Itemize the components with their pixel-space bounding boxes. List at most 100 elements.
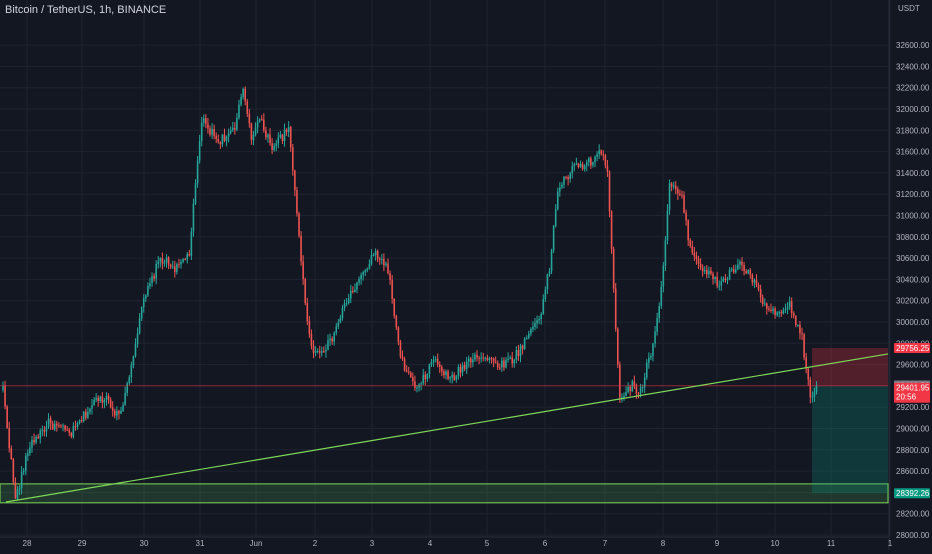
time-tick-label: Jun [250, 539, 263, 548]
candle-body [569, 173, 571, 180]
candle-body [213, 128, 215, 137]
candle-body [24, 455, 27, 471]
candle-body [64, 425, 66, 430]
time-tick-label: 3 [370, 539, 375, 548]
candle-body [505, 359, 507, 368]
candle-body [689, 240, 692, 247]
candle-body [472, 359, 474, 363]
candle-body [364, 270, 367, 273]
candle-body [252, 135, 255, 140]
candle-body [352, 290, 354, 292]
time-tick-label: 6 [543, 539, 548, 548]
candle-body [619, 364, 621, 398]
candle-body [4, 385, 6, 407]
candle-body [815, 385, 818, 393]
candle-body [53, 423, 56, 430]
candle-body [254, 127, 257, 136]
candle-body [666, 210, 669, 241]
candle-body [325, 349, 327, 352]
candle-body [62, 425, 64, 427]
candle-body [527, 333, 530, 338]
symbol-title[interactable]: Bitcoin / TetherUS, 1h, BINANCE [5, 4, 167, 16]
candle-body [296, 190, 298, 214]
candle-body [703, 269, 706, 272]
candle-body [383, 258, 385, 266]
candle-body [695, 256, 698, 260]
candle-body [128, 377, 131, 384]
candle-body [198, 141, 201, 161]
candle-body [608, 171, 611, 212]
price-axis[interactable]: 32600.00 32400.00 32200.00 32000.00 31800.00… [888, 0, 930, 550]
support-zone[interactable] [0, 483, 889, 504]
candle-body [747, 270, 749, 274]
candle-body [499, 367, 501, 369]
candle-body [790, 301, 793, 314]
candle-body [215, 136, 218, 139]
candle-body [577, 163, 580, 167]
candle-body [438, 364, 441, 368]
candle-body [588, 158, 590, 163]
trendline-layer[interactable] [0, 353, 889, 503]
take-profit-zone[interactable] [812, 385, 888, 494]
candle-body [563, 176, 565, 185]
candle-body [559, 187, 561, 192]
candle-body [165, 257, 168, 263]
candle-body [482, 357, 485, 359]
stop-loss-zone[interactable] [812, 347, 888, 386]
candle-body [242, 88, 244, 98]
candle-body [739, 261, 741, 265]
candle-body [734, 269, 737, 273]
candle-body [314, 351, 317, 353]
trendline[interactable] [5, 353, 889, 503]
candle-body [2, 385, 4, 391]
candle-body [43, 429, 46, 432]
time-tick-label: 9 [715, 539, 720, 548]
candle-body [231, 127, 234, 131]
candle-body [209, 128, 211, 135]
candle-body [31, 439, 33, 448]
price-tick-label: 28200.00 [896, 510, 930, 519]
candle-body [648, 357, 650, 363]
candle-body [656, 318, 658, 332]
candle-body [74, 426, 77, 428]
candle-body [565, 176, 567, 178]
candle-body [687, 220, 689, 241]
price-tick-label: 30400.00 [896, 275, 930, 284]
candle-body [776, 312, 778, 316]
candle-body [420, 383, 422, 385]
price-tag [894, 342, 930, 353]
drawings[interactable] [0, 347, 889, 504]
price-tick-label: 30600.00 [896, 254, 930, 263]
candle-body [486, 357, 489, 361]
candle-body [660, 286, 663, 307]
candle-body [478, 357, 480, 359]
candle-body [298, 213, 300, 236]
candle-body [604, 155, 607, 166]
candle-body [592, 162, 594, 166]
candle-body [153, 276, 155, 279]
price-tag-label: 29401.95 [896, 384, 930, 393]
candle-body [362, 272, 364, 275]
candle-body [772, 308, 774, 311]
candle-body [310, 333, 313, 346]
candle-body [809, 379, 812, 398]
time-axis[interactable]: 28 29 30 31 Jun 2 3 4 5 6 7 8 9 10 11 1 [0, 536, 893, 548]
candle-body [743, 265, 745, 272]
candle-body [275, 143, 278, 147]
countdown-label: 20:56 [896, 393, 917, 402]
candle-body [58, 425, 60, 427]
time-tick-label: 28 [23, 539, 32, 548]
candle-body [428, 364, 431, 374]
candle-body [807, 368, 810, 380]
candle-body [118, 411, 120, 414]
candle-body [492, 358, 495, 362]
candle-body [391, 279, 393, 300]
candle-body [600, 150, 603, 155]
candle-body [292, 147, 294, 171]
candle-body [258, 119, 261, 122]
price-tag [894, 488, 930, 499]
candle-body [174, 266, 176, 272]
candle-body [244, 88, 246, 102]
